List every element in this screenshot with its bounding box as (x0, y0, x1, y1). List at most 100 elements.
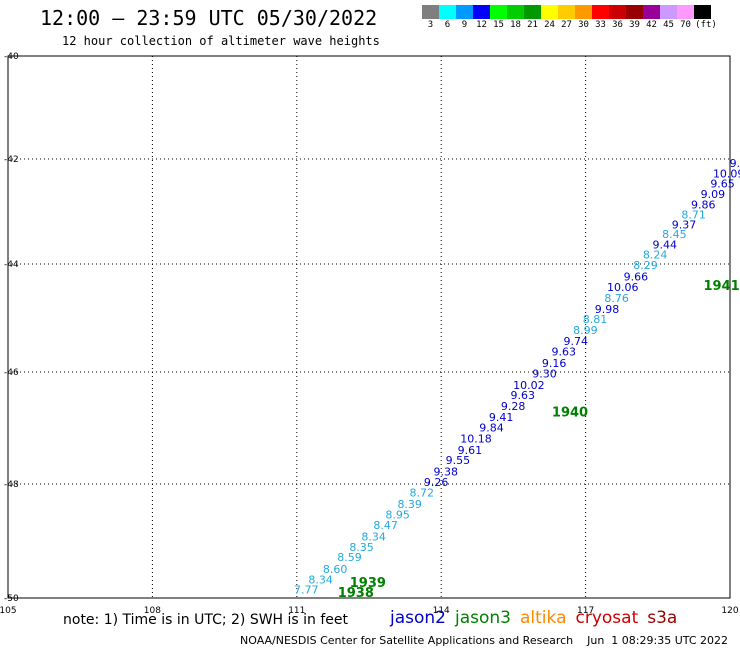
wave-height-label: 9.86 (691, 198, 716, 211)
wave-height-label: 9.44 (653, 238, 678, 251)
wave-height-label: 8.47 (373, 519, 398, 532)
wave-height-label: 9.74 (564, 335, 589, 348)
time-mark-label: 1941 (704, 279, 740, 294)
wave-height-label: 9.38 (434, 466, 459, 479)
color-swatch (422, 5, 439, 19)
lat-tick-label: -40 (4, 52, 19, 62)
legend-jason2: jason2 (390, 608, 446, 628)
lon-tick-label: 105 (0, 606, 17, 616)
time-mark-label: 1938 (338, 586, 374, 601)
lat-tick-label: -50 (4, 594, 19, 604)
wave-height-label: 8.35 (349, 541, 374, 554)
wave-height-label: 10.06 (607, 281, 639, 294)
lon-tick-label: 111 (288, 606, 305, 616)
color-swatch (609, 5, 626, 19)
lon-tick-label: 108 (144, 606, 161, 616)
wave-height-label: 9.61 (458, 444, 483, 457)
color-swatch (524, 5, 541, 19)
color-scale-label: 9 (461, 20, 468, 30)
time-mark-label: 1940 (552, 405, 588, 420)
lon-tick-label: 120 (721, 606, 738, 616)
color-scale-label: 45 (663, 20, 674, 30)
color-swatch (660, 5, 677, 19)
wave-height-label: 8.76 (604, 292, 629, 305)
wave-height-label: 9.66 (624, 270, 649, 283)
wave-height-label: 9.84 (479, 422, 504, 435)
wave-height-label: 8.39 (397, 498, 422, 511)
satellite-legend: jason2 jason3 altika cryosat s3a (390, 608, 686, 628)
wave-height-label: 9.63 (511, 389, 536, 402)
color-scale-label: 6 (444, 20, 451, 30)
color-swatch (592, 5, 609, 19)
color-swatch (456, 5, 473, 19)
wave-height-track: 7.778.348.608.598.358.348.478.958.398.72… (294, 147, 740, 597)
wave-height-label: 9.35 (730, 157, 740, 170)
color-swatch (677, 5, 694, 19)
map-frame (7, 55, 731, 599)
wave-height-label: 8.60 (323, 563, 348, 576)
legend-cryosat: cryosat (575, 608, 639, 628)
color-swatch (439, 5, 456, 19)
map-tick-labels: 105 108 111 114 117 120 -40 -42 -44 -46 -48 -50 (0, 52, 739, 616)
color-swatch (626, 5, 643, 19)
wave-height-label: 9.30 (532, 367, 557, 380)
wave-height-label: 10.02 (513, 379, 545, 392)
legend-altika: altika (520, 608, 567, 628)
wave-height-label: 10.18 (460, 432, 492, 445)
color-swatch (541, 5, 558, 19)
color-scale-label: (ft) (695, 20, 717, 30)
wave-height-label: 9.98 (595, 303, 620, 316)
lat-tick-label: -46 (4, 368, 19, 378)
lat-tick-label: -42 (4, 155, 19, 165)
color-scale-label: 24 (544, 20, 555, 30)
color-swatch (575, 5, 592, 19)
wave-height-label: 8.71 (681, 209, 706, 222)
wave-height-label: 7.77 (294, 584, 319, 597)
wave-height-label: 8.81 (583, 313, 608, 326)
wave-height-label: 8.34 (308, 573, 333, 586)
wave-height-label: 8.34 (361, 531, 386, 544)
color-scale-label: 36 (612, 20, 623, 30)
color-swatch (490, 5, 507, 19)
map-grid (7, 55, 731, 599)
wave-height-color-scale: 3 6 9 12 15 18 21 24 27 30 33 36 39 42 45 70 (ft) (422, 5, 718, 30)
color-scale-label: 39 (629, 20, 640, 30)
color-scale-label: 42 (646, 20, 657, 30)
wave-height-label: 9.65 (710, 178, 735, 191)
wave-height-label: 9.55 (446, 454, 471, 467)
wave-height-label: 8.59 (337, 551, 362, 564)
footer-note: note: 1) Time is in UTC; 2) SWH is in fe… (63, 612, 349, 628)
lon-tick-label: 117 (577, 606, 594, 616)
lon-tick-label: 114 (433, 606, 450, 616)
color-scale-label: 12 (476, 20, 487, 30)
lat-tick-label: -44 (4, 260, 19, 270)
color-scale-label: 33 (595, 20, 606, 30)
credit-line: NOAA/NESDIS Center for Satellite Applica… (240, 634, 728, 647)
color-scale-label: 30 (578, 20, 589, 30)
legend-jason3: jason3 (455, 608, 511, 628)
color-scale-label: 21 (527, 20, 538, 30)
wave-height-label: 9.09 (701, 188, 726, 201)
color-scale-label: 18 (510, 20, 521, 30)
wave-height-label: 9.37 (672, 218, 697, 231)
color-scale-label: 3 (427, 20, 434, 30)
wave-height-label: 9.28 (501, 400, 526, 413)
legend-s3a: s3a (647, 608, 678, 628)
wave-height-label: 9.16 (542, 357, 567, 370)
time-marks: 19381939194019411942 (338, 279, 740, 601)
color-swatch (643, 5, 660, 19)
wave-height-label: 8.95 (385, 508, 410, 521)
wave-height-label: 9.26 (424, 476, 449, 489)
wave-height-label: 8.45 (662, 228, 687, 241)
wave-height-label: 8.72 (409, 487, 434, 500)
wave-height-label: 10.09 (713, 167, 740, 180)
lat-tick-label: -48 (4, 480, 19, 490)
wave-height-label: 9.63 (551, 346, 576, 359)
color-scale-swatches (422, 5, 718, 19)
color-scale-label: 70 (680, 20, 691, 30)
color-scale-label: 27 (561, 20, 572, 30)
map-subtitle: 12 hour collection of altimeter wave hei… (62, 34, 380, 48)
wave-height-label: 8.29 (633, 259, 658, 272)
color-scale-label: 15 (493, 20, 504, 30)
map-title: 12:00 – 23:59 UTC 05/30/2022 (40, 6, 378, 30)
